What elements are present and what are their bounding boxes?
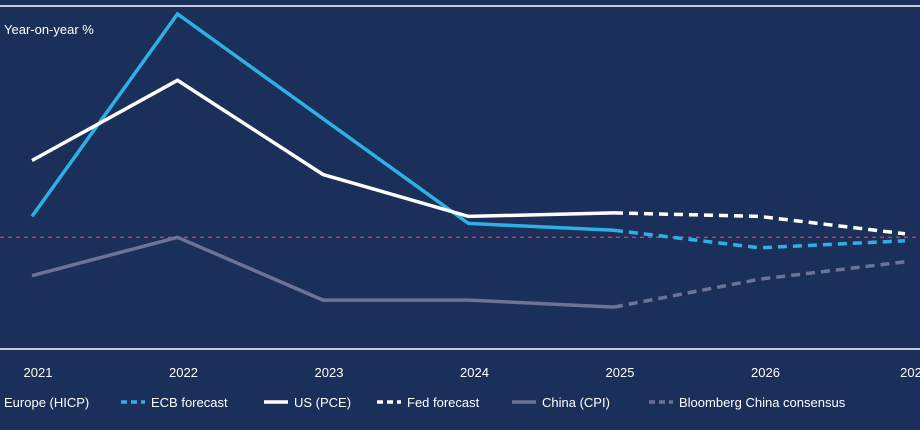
x-tick-label-2024: 2024 — [460, 365, 489, 380]
x-tick-label-2023: 2023 — [315, 365, 344, 380]
y-axis-label: Year-on-year % — [4, 22, 94, 37]
x-tick-label-2026: 2026 — [751, 365, 780, 380]
series-line-ecb-forecast — [613, 228, 906, 250]
legend-label-bloomberg-china-consensus: Bloomberg China consensus — [679, 395, 846, 410]
legend-label-us-pce: US (PCE) — [294, 395, 351, 410]
series-layer — [30, 11, 906, 309]
series-line-fed-forecast — [613, 211, 906, 236]
legend-label-ecb-forecast: ECB forecast — [151, 395, 228, 410]
x-tick-label-2027: 202 — [900, 365, 920, 380]
legend-label-fed-forecast: Fed forecast — [407, 395, 480, 410]
x-tick-label-2021: 2021 — [24, 365, 53, 380]
series-line-us-pce — [31, 78, 615, 219]
x-tick-label-2022: 2022 — [169, 365, 198, 380]
x-tick-layer: 2021 2022 2023 2024 2025 2026 202 — [24, 365, 920, 380]
legend-item-bloomberg-china-consensus: Bloomberg China consensus — [649, 395, 846, 410]
legend-item-china-cpi: China (CPI) — [512, 395, 610, 410]
series-line-china-cpi — [31, 235, 615, 309]
series-line-europe-hicp — [30, 11, 615, 233]
legend: Europe (HICP) ECB forecast US (PCE) Fed for… — [4, 395, 846, 410]
legend-item-ecb-forecast: ECB forecast — [121, 395, 228, 410]
legend-item-fed-forecast: Fed forecast — [377, 395, 480, 410]
x-tick-label-2025: 2025 — [606, 365, 635, 380]
legend-label-europe-hicp: Europe (HICP) — [4, 395, 89, 410]
series-line-bloomberg-china-consensus — [613, 260, 906, 309]
legend-item-europe-hicp: Europe (HICP) — [4, 395, 89, 410]
legend-label-china-cpi: China (CPI) — [542, 395, 610, 410]
legend-item-us-pce: US (PCE) — [264, 395, 351, 410]
